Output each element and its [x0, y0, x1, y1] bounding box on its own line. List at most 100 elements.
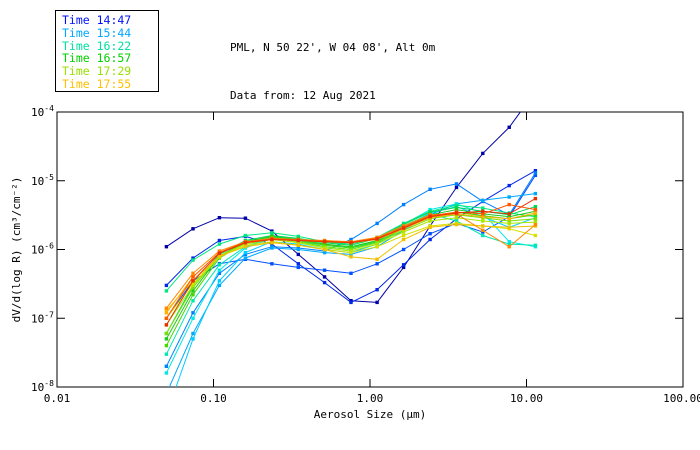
- series-marker: [164, 343, 169, 348]
- series-marker: [507, 125, 511, 129]
- series-marker: [322, 240, 327, 244]
- series-marker: [296, 238, 300, 243]
- series-marker: [217, 268, 222, 272]
- series-marker: [243, 256, 248, 260]
- series-marker: [454, 216, 459, 220]
- series-marker: [533, 233, 538, 238]
- series-marker: [270, 237, 274, 242]
- series-marker: [454, 185, 459, 190]
- series-marker: [533, 169, 538, 173]
- series-marker: [191, 337, 195, 341]
- series-marker: [270, 246, 274, 250]
- series-line-scan-16: [166, 224, 536, 311]
- series-marker: [296, 243, 300, 247]
- series-marker: [164, 311, 169, 315]
- series-marker: [375, 245, 379, 249]
- series-marker: [401, 263, 406, 267]
- series-marker: [191, 275, 195, 279]
- series-marker: [533, 173, 538, 177]
- series-marker: [164, 371, 169, 375]
- series-marker: [191, 258, 195, 262]
- series-marker: [217, 242, 222, 246]
- series-marker: [191, 227, 195, 231]
- series-line-scan-07: [165, 203, 536, 374]
- x-tick-label: 0.01: [44, 392, 71, 405]
- series-marker: [533, 196, 538, 201]
- x-tick-label: 0.10: [200, 392, 227, 405]
- series-marker: [428, 232, 432, 236]
- series-marker: [322, 275, 327, 279]
- series-marker: [217, 283, 222, 288]
- series-marker: [191, 283, 195, 288]
- series-marker: [191, 316, 195, 320]
- series-marker: [533, 205, 538, 209]
- series-marker: [349, 250, 353, 255]
- plot-header: PML, N 50 22', W 04 08', Alt 0m Data fro…: [230, 8, 435, 136]
- series-marker: [270, 241, 274, 245]
- series-marker: [533, 213, 538, 217]
- series-marker: [164, 306, 169, 310]
- y-tick-label: 10-6: [31, 242, 54, 257]
- series-marker: [243, 245, 248, 249]
- series-marker: [481, 198, 485, 202]
- series-marker: [507, 242, 511, 246]
- series-marker: [164, 364, 169, 368]
- series-marker: [533, 222, 538, 227]
- series-marker: [375, 237, 379, 241]
- series-marker: [349, 241, 353, 245]
- series-marker: [481, 212, 485, 216]
- series-marker: [243, 241, 248, 245]
- series-marker: [296, 252, 300, 257]
- series-marker: [164, 283, 169, 288]
- series-marker: [191, 281, 195, 286]
- series-marker: [454, 219, 459, 223]
- series-marker: [454, 205, 459, 210]
- series-marker: [349, 300, 353, 305]
- y-tick-label: 10-4: [31, 104, 54, 119]
- series-marker: [507, 183, 511, 188]
- series-marker: [507, 215, 511, 219]
- series-marker: [322, 268, 327, 272]
- series-marker: [322, 280, 327, 285]
- series-marker: [401, 230, 406, 234]
- series-marker: [507, 219, 511, 223]
- series-marker: [164, 316, 169, 320]
- series-marker: [322, 247, 327, 252]
- series-marker: [217, 238, 222, 243]
- series-marker: [217, 279, 222, 283]
- legend-item-2: Time 16:22: [62, 38, 132, 53]
- series-marker: [164, 352, 169, 356]
- series-marker: [507, 245, 511, 249]
- series-marker: [481, 206, 485, 210]
- series-group: [164, 112, 538, 416]
- series-marker: [270, 229, 274, 233]
- y-tick-label: 10-5: [31, 173, 54, 188]
- legend-item-0: Time 14:47: [62, 13, 132, 27]
- series-marker: [533, 171, 538, 175]
- plot-frame: [56, 111, 684, 388]
- series-marker: [349, 255, 353, 259]
- series-marker: [481, 209, 485, 213]
- series-marker: [481, 228, 485, 232]
- series-marker: [533, 220, 538, 224]
- series-marker: [164, 331, 169, 336]
- series-marker: [217, 254, 222, 258]
- series-marker: [401, 233, 406, 238]
- series-marker: [217, 216, 222, 220]
- series-line-scan-04: [165, 172, 536, 367]
- series-marker: [454, 211, 459, 215]
- series-marker: [533, 191, 538, 196]
- station-title: PML, N 50 22', W 04 08', Alt 0m: [230, 41, 436, 54]
- series-marker: [481, 151, 485, 156]
- y-tick-label: 10-7: [31, 310, 54, 325]
- series-line-scan-05: [168, 193, 536, 387]
- series-marker: [243, 216, 248, 220]
- series-marker: [507, 240, 511, 244]
- series-marker: [165, 413, 168, 416]
- series-marker: [428, 219, 432, 223]
- series-marker: [191, 256, 195, 260]
- series-marker: [243, 252, 248, 257]
- series-marker: [533, 217, 538, 221]
- series-marker: [164, 245, 169, 249]
